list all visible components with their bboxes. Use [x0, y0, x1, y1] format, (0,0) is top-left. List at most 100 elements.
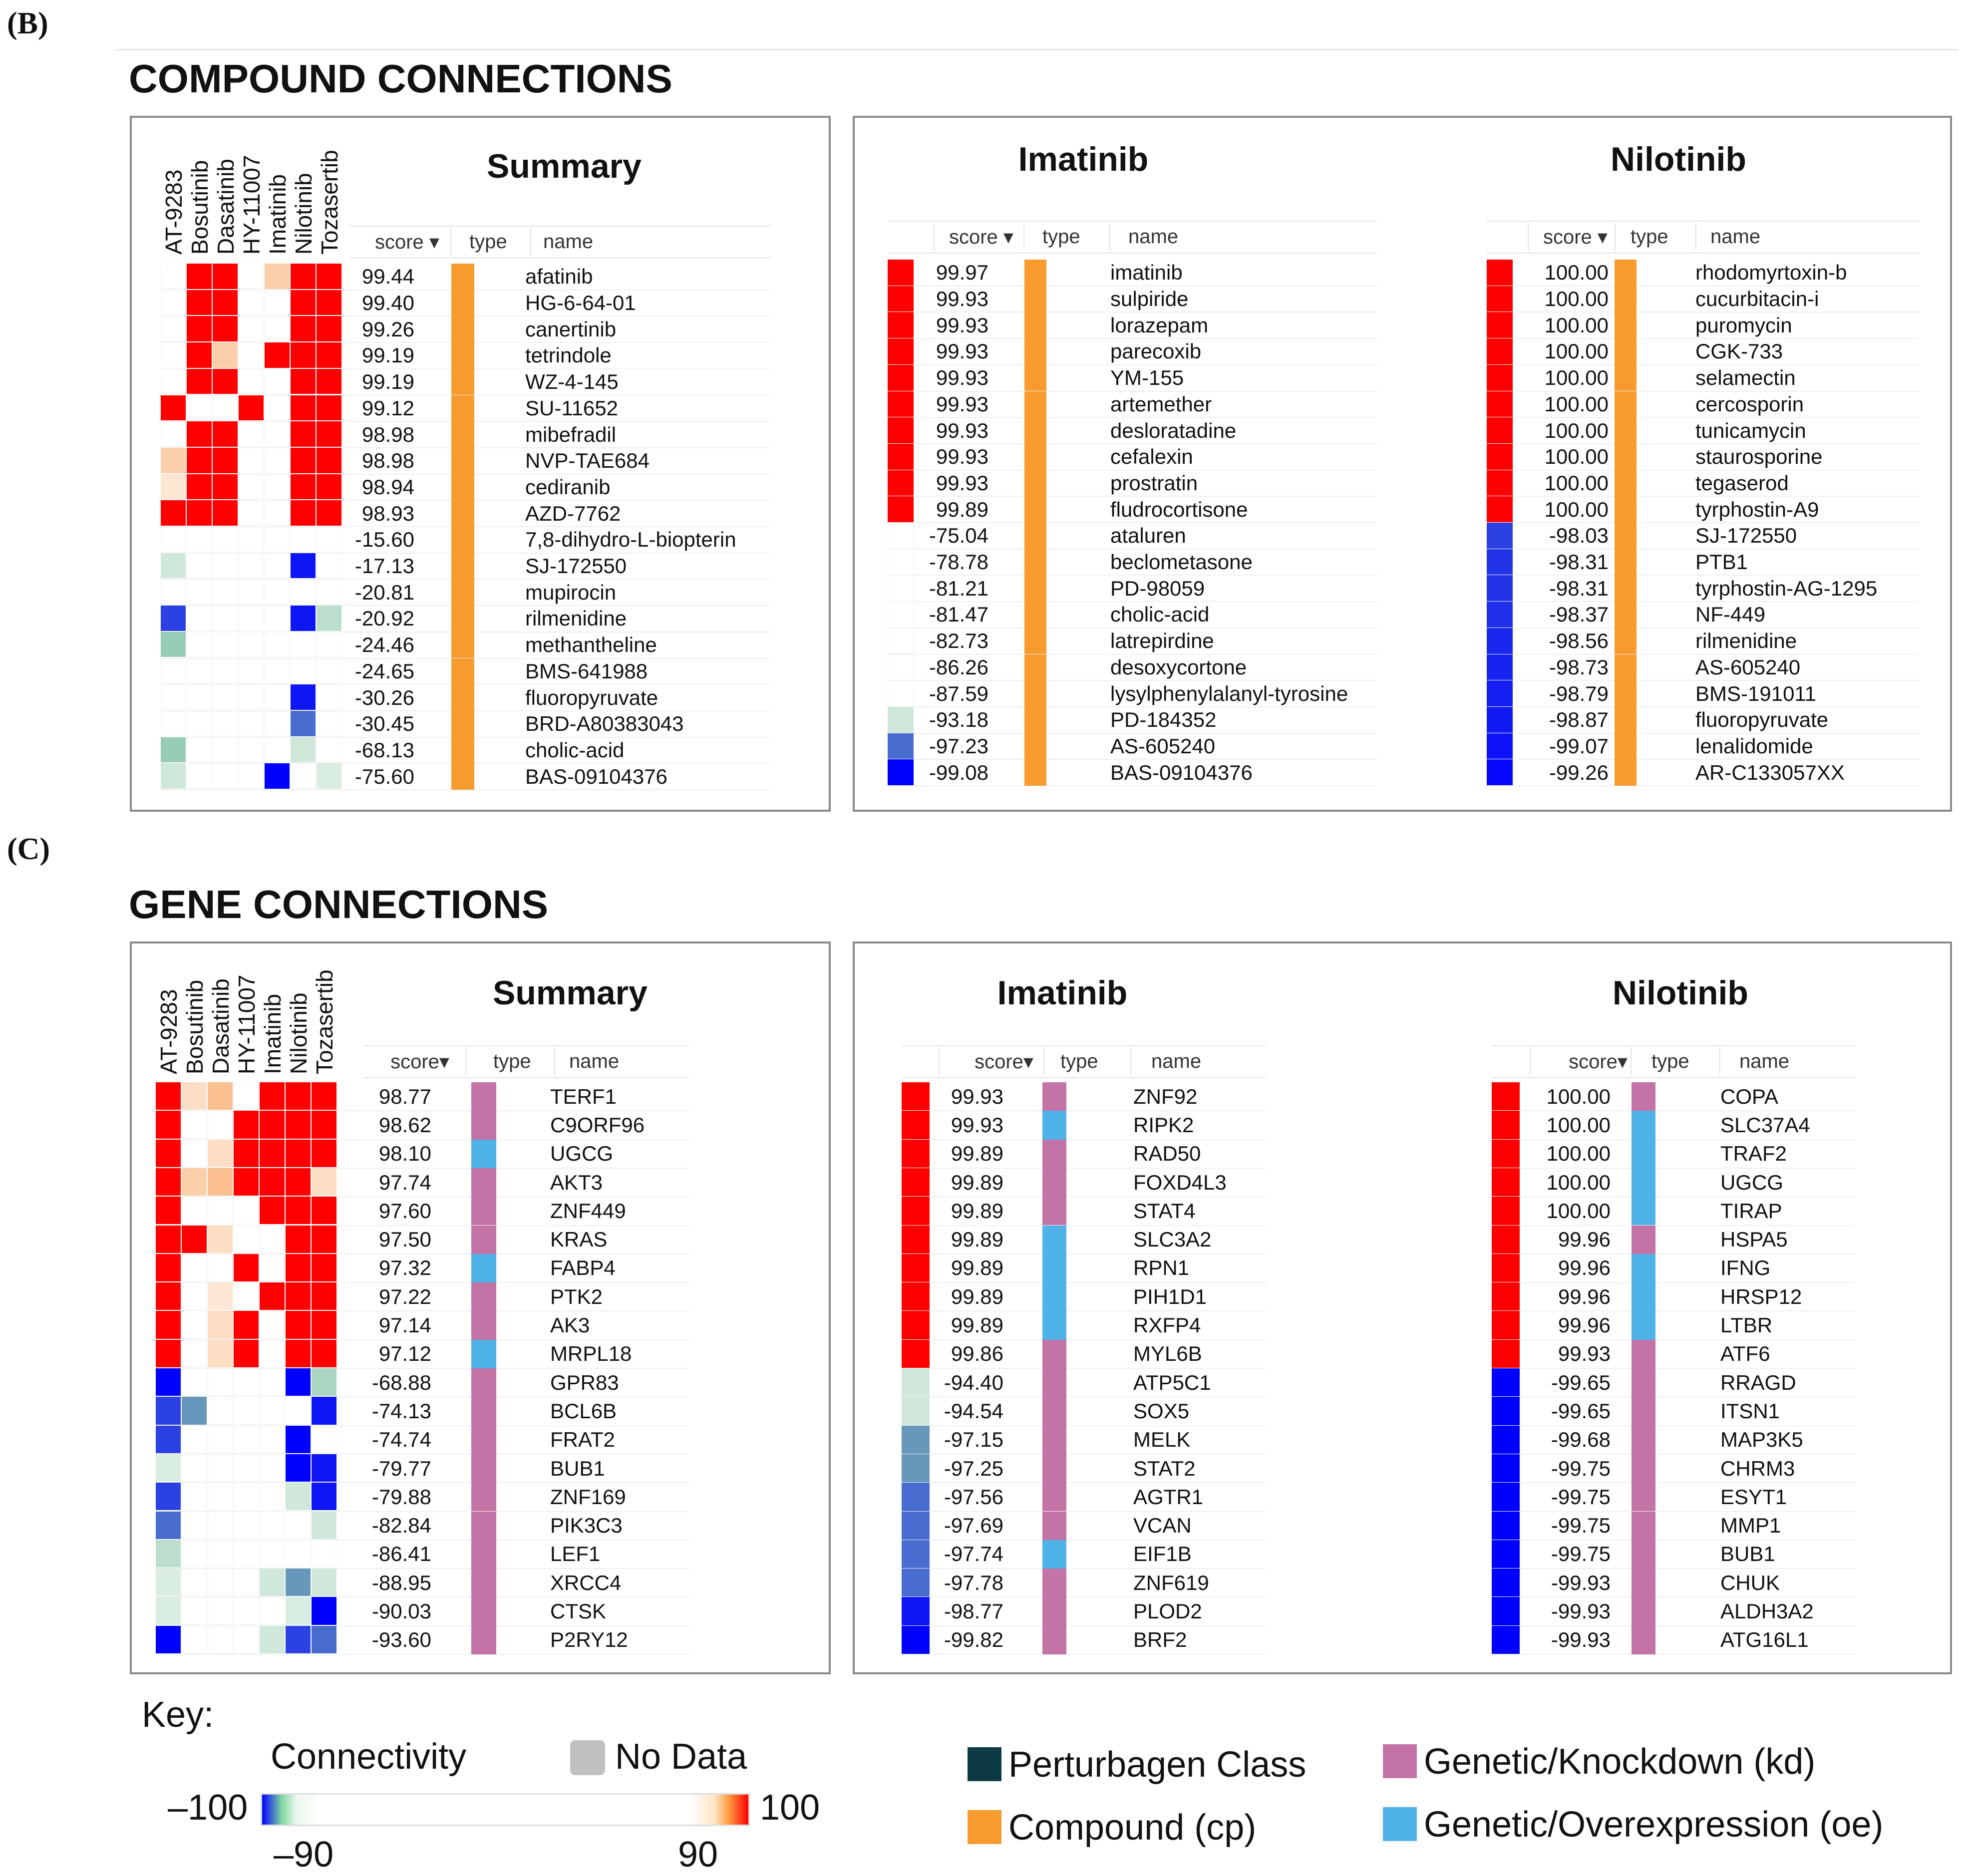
gene-imatinib-row-line — [902, 1368, 1266, 1369]
gene-nilotinib-row-line — [1492, 1596, 1856, 1598]
compound-summary-heat-cell — [213, 763, 238, 789]
gene-summary-heat-cell — [286, 1311, 311, 1339]
gene-nilotinib-type-bar — [1632, 1483, 1655, 1512]
compound-nilotinib-score: 100.00 — [1544, 445, 1609, 469]
compound-imatinib-heat-cell — [888, 733, 914, 760]
gene-imatinib-type-bar — [1042, 1368, 1066, 1397]
compound-nilotinib-type-bar — [1615, 338, 1636, 365]
compound-summary-heat-cell — [187, 316, 212, 342]
compound-nilotinib-row-line — [1486, 575, 1920, 576]
compound-summary-heat-cell — [265, 527, 290, 552]
gene-imatinib-type-bar — [1042, 1339, 1066, 1368]
compound-imatinib-row-line — [888, 706, 1377, 707]
gene-nilotinib-heat-cell — [1492, 1197, 1520, 1226]
compound-summary-score: -24.65 — [354, 659, 414, 683]
gene-summary-row-line — [156, 1625, 689, 1626]
gene-summary-name: UGCG — [550, 1142, 613, 1166]
compound-summary-heat-cell — [239, 447, 264, 473]
compound-imatinib-header-line — [888, 253, 1377, 254]
gene-summary-heat-cell — [260, 1511, 285, 1539]
gene-imatinib-type-bar — [1042, 1311, 1066, 1340]
gene-imatinib-score: -97.15 — [944, 1428, 1003, 1452]
compound-summary-heat-cell — [161, 500, 186, 526]
compound-summary-heat-cell — [291, 631, 316, 657]
compound-summary-heat-cell — [317, 316, 341, 342]
compound-summary-heat-cell — [213, 658, 238, 684]
gene-summary-row-line — [156, 1396, 689, 1398]
compound-summary-type-bar — [451, 631, 474, 658]
gene-summary-row-line — [156, 1339, 689, 1340]
compound-nilotinib-name: staurosporine — [1695, 445, 1823, 469]
compound-imatinib-heat-cell — [888, 391, 914, 418]
gene-imatinib-heat-cell — [902, 1253, 930, 1283]
gene-nilotinib-row-line — [1492, 1368, 1856, 1369]
compound-nilotinib-type-bar — [1615, 654, 1636, 681]
gene-imatinib-score: 99.89 — [951, 1142, 1003, 1166]
compound-nilotinib-type-bar — [1615, 759, 1636, 786]
gene-imatinib-type-bar — [1042, 1253, 1066, 1283]
gene-summary-heat-cell — [286, 1253, 311, 1282]
compound-imatinib-name: PD-98059 — [1110, 576, 1205, 600]
compound-summary-heat-cell — [317, 290, 341, 315]
compound-summary-type-bar — [451, 606, 474, 632]
compound-nilotinib-type-bar — [1615, 364, 1636, 391]
gene-summary-heat-cell — [156, 1568, 181, 1596]
compound-nilotinib-row-line — [1486, 759, 1920, 760]
compound-summary-heat-cell — [187, 710, 212, 736]
gene-summary-title: Summary — [493, 974, 648, 1012]
compound-nilotinib-title: Nilotinib — [1611, 140, 1746, 178]
compound-nilotinib-row-line — [1486, 680, 1920, 681]
compound-imatinib-score: -97.23 — [929, 734, 988, 758]
gene-summary-row-line — [156, 1568, 689, 1569]
gene-summary-heat-cell — [260, 1425, 285, 1453]
gene-nilotinib-row-line — [1492, 1167, 1856, 1169]
compound-imatinib-name: cholic-acid — [1110, 603, 1210, 626]
gene-nilotinib-name: MAP3K5 — [1720, 1428, 1803, 1452]
gene-summary-heat-cell — [208, 1483, 233, 1511]
compound-nilotinib-row-line — [1486, 417, 1920, 418]
gene-nilotinib-score: -99.75 — [1551, 1514, 1611, 1538]
gene-summary-type-bar — [471, 1225, 496, 1254]
gene-summary-heat-cell — [208, 1625, 233, 1653]
compound-nilotinib-score: -98.37 — [1549, 603, 1609, 626]
gene-summary-name: AKT3 — [550, 1170, 603, 1194]
compound-summary-heat-cell — [187, 474, 212, 500]
compound-imatinib-name: YM-155 — [1110, 366, 1184, 390]
compound-nilotinib-score: -98.31 — [1549, 550, 1609, 574]
gene-nilotinib-type-bar — [1632, 1540, 1655, 1569]
gene-summary-row-line — [156, 1282, 689, 1283]
key-title: Key: — [142, 1695, 214, 1735]
gene-summary-heat-cell — [286, 1511, 311, 1539]
compound-imatinib-type-bar — [1024, 759, 1046, 786]
compound-summary-heat-cell — [239, 342, 264, 368]
gene-imatinib-score: 99.93 — [951, 1113, 1003, 1137]
gene-imatinib-name: RPN1 — [1133, 1256, 1190, 1280]
compound-summary-heat-cell — [187, 395, 212, 421]
compound-summary-heat-cell — [161, 342, 186, 368]
gene-summary-row-line — [156, 1511, 689, 1512]
gene-nilotinib-type-bar — [1632, 1139, 1655, 1168]
gene-summary-type-bar — [471, 1311, 496, 1340]
gene-nilotinib-title: Nilotinib — [1613, 974, 1748, 1012]
compound-nilotinib-type-bar — [1615, 575, 1636, 602]
gene-nilotinib-header-sep — [1530, 1047, 1531, 1075]
compound-imatinib-type-bar — [1024, 260, 1046, 286]
gene-imatinib-name: FOXD4L3 — [1133, 1170, 1227, 1194]
gene-summary-row-line — [156, 1425, 689, 1426]
gene-summary-heat-cell — [182, 1311, 207, 1339]
compound-nilotinib-name: tegaserod — [1695, 471, 1789, 495]
compound-summary-heat-cell — [213, 579, 238, 605]
compound-imatinib-name: artemether — [1110, 392, 1212, 416]
compound-summary-heat-cell — [161, 737, 186, 763]
gene-summary-heat-cell — [286, 1483, 311, 1511]
compound-label: Compound (cp) — [1008, 1808, 1257, 1848]
compound-nilotinib-row-line — [1486, 706, 1920, 707]
gene-nilotinib-row-line — [1492, 1425, 1856, 1426]
gene-summary-score: 97.12 — [378, 1342, 431, 1366]
gene-summary-heat-cell — [208, 1425, 233, 1453]
gene-nilotinib-type-bar — [1632, 1625, 1655, 1654]
gene-summary-header-sep — [554, 1047, 555, 1075]
gene-summary-row-line — [156, 1196, 689, 1198]
compound-summary-score: -24.46 — [354, 633, 414, 657]
compound-summary-heat-cell — [265, 264, 290, 289]
